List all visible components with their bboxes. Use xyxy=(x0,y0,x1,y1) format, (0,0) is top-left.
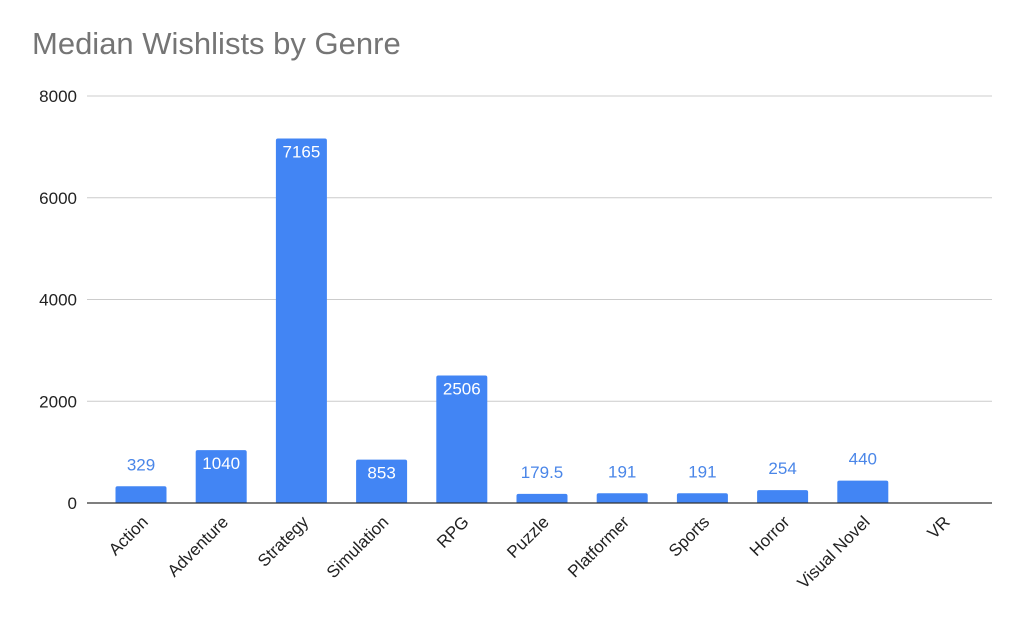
data-label: 7165 xyxy=(282,142,320,161)
bar-visual-novel xyxy=(837,480,889,503)
bar-puzzle xyxy=(516,493,568,503)
data-label: 440 xyxy=(849,450,877,469)
bar-platformer xyxy=(596,493,648,503)
x-tick-label: Horror xyxy=(746,512,794,560)
data-label: 1040 xyxy=(202,454,240,473)
gridlines xyxy=(87,95,992,402)
x-tick-label: Puzzle xyxy=(503,512,553,562)
x-tick-label: Action xyxy=(105,512,152,559)
x-tick-label: Adventure xyxy=(164,512,232,580)
bar-adventure xyxy=(195,450,247,503)
bar-sports xyxy=(676,493,728,503)
x-tick-label: Sports xyxy=(665,512,713,560)
y-axis-ticks: 0 2000 4000 6000 8000 xyxy=(39,87,77,513)
data-labels: 329 1040 7165 853 2506 179.5 191 191 254 440 xyxy=(127,142,877,482)
data-label: 329 xyxy=(127,455,155,474)
x-tick-label: VR xyxy=(924,512,954,542)
y-tick-label: 6000 xyxy=(39,189,77,208)
x-tick-label: RPG xyxy=(433,512,472,551)
bar-action xyxy=(115,486,167,503)
bar-strategy xyxy=(275,138,327,503)
chart-title: Median Wishlists by Genre xyxy=(32,26,401,61)
x-axis-ticks: Action Adventure Strategy Simulation RPG Puzz… xyxy=(105,512,954,592)
bar-simulation xyxy=(356,459,408,503)
x-tick-label: Platformer xyxy=(564,512,633,581)
data-label: 179.5 xyxy=(521,463,564,482)
bars xyxy=(115,138,889,503)
x-tick-label: Visual Novel xyxy=(794,512,874,592)
bar-rpg xyxy=(436,375,488,503)
data-label: 254 xyxy=(768,459,796,478)
y-tick-label: 2000 xyxy=(39,392,77,411)
data-label: 853 xyxy=(367,464,395,483)
data-label: 191 xyxy=(608,462,636,481)
y-tick-label: 0 xyxy=(68,494,77,513)
x-tick-label: Strategy xyxy=(254,512,313,571)
bar-horror xyxy=(757,490,809,503)
data-label: 191 xyxy=(688,462,716,481)
data-label: 2506 xyxy=(443,380,481,399)
x-tick-label: Simulation xyxy=(323,512,393,582)
y-tick-label: 8000 xyxy=(39,87,77,106)
y-tick-label: 4000 xyxy=(39,291,77,310)
